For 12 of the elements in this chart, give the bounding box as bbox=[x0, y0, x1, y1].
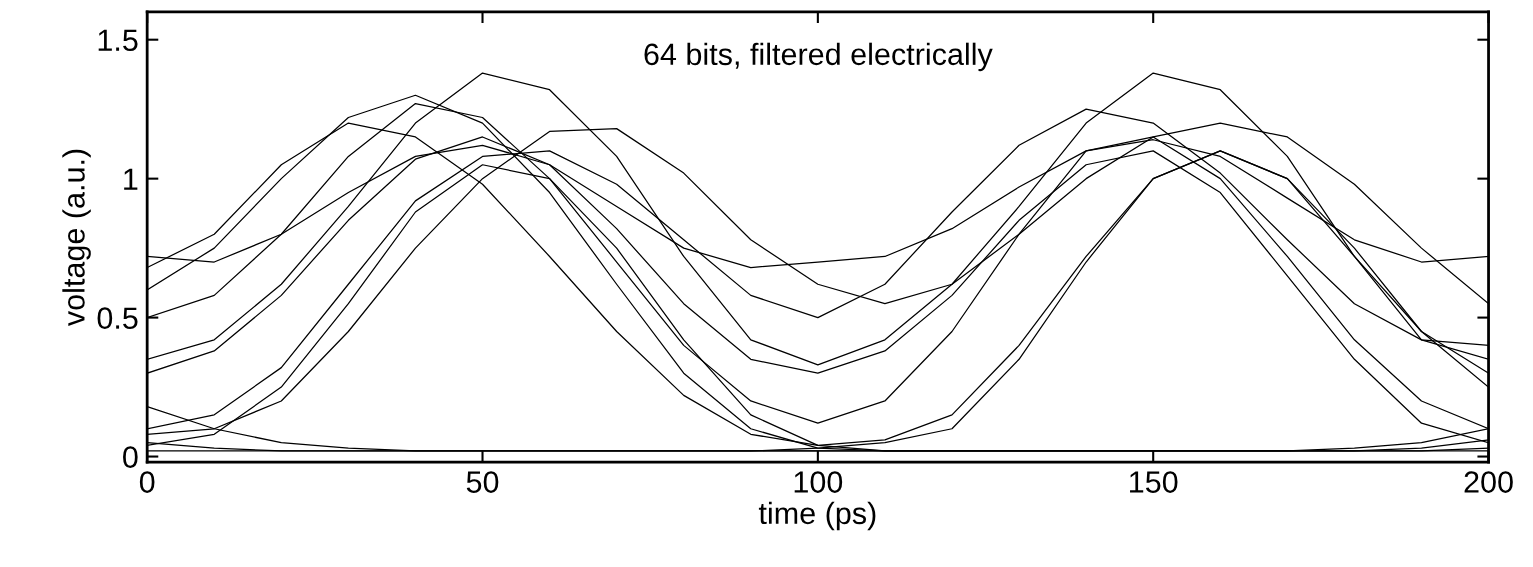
y-tick-label: 0 bbox=[123, 446, 138, 468]
x-tick-label: 0 bbox=[139, 471, 155, 493]
x-tick-label: 50 bbox=[466, 471, 499, 493]
text: 64 bits, filtered electrically bbox=[644, 42, 993, 72]
x-tick-label: 200 bbox=[1464, 471, 1513, 493]
y-tick-label: 0.5 bbox=[97, 307, 138, 329]
x-tick-label: 100 bbox=[794, 471, 843, 493]
y-tick-label: 1.5 bbox=[98, 29, 138, 52]
y-tick-label: 1 bbox=[124, 168, 138, 190]
x-axis-title: time (ps) bbox=[758, 501, 876, 531]
y-axis-title: voltage (a.u.) bbox=[62, 149, 91, 327]
x-tick-label: 150 bbox=[1130, 471, 1178, 493]
